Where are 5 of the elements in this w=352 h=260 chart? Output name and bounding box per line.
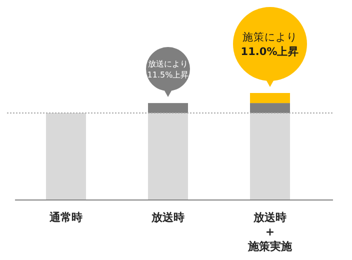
x-tick-label: 放送時	[150, 211, 184, 224]
text: 放送により 11.5%上昇	[147, 59, 189, 80]
x-tick-label: 通常時	[48, 211, 82, 224]
x-tick-label: 放送時 + 施策実施	[247, 211, 293, 253]
text: 施策により 11.0%上昇	[240, 30, 300, 58]
